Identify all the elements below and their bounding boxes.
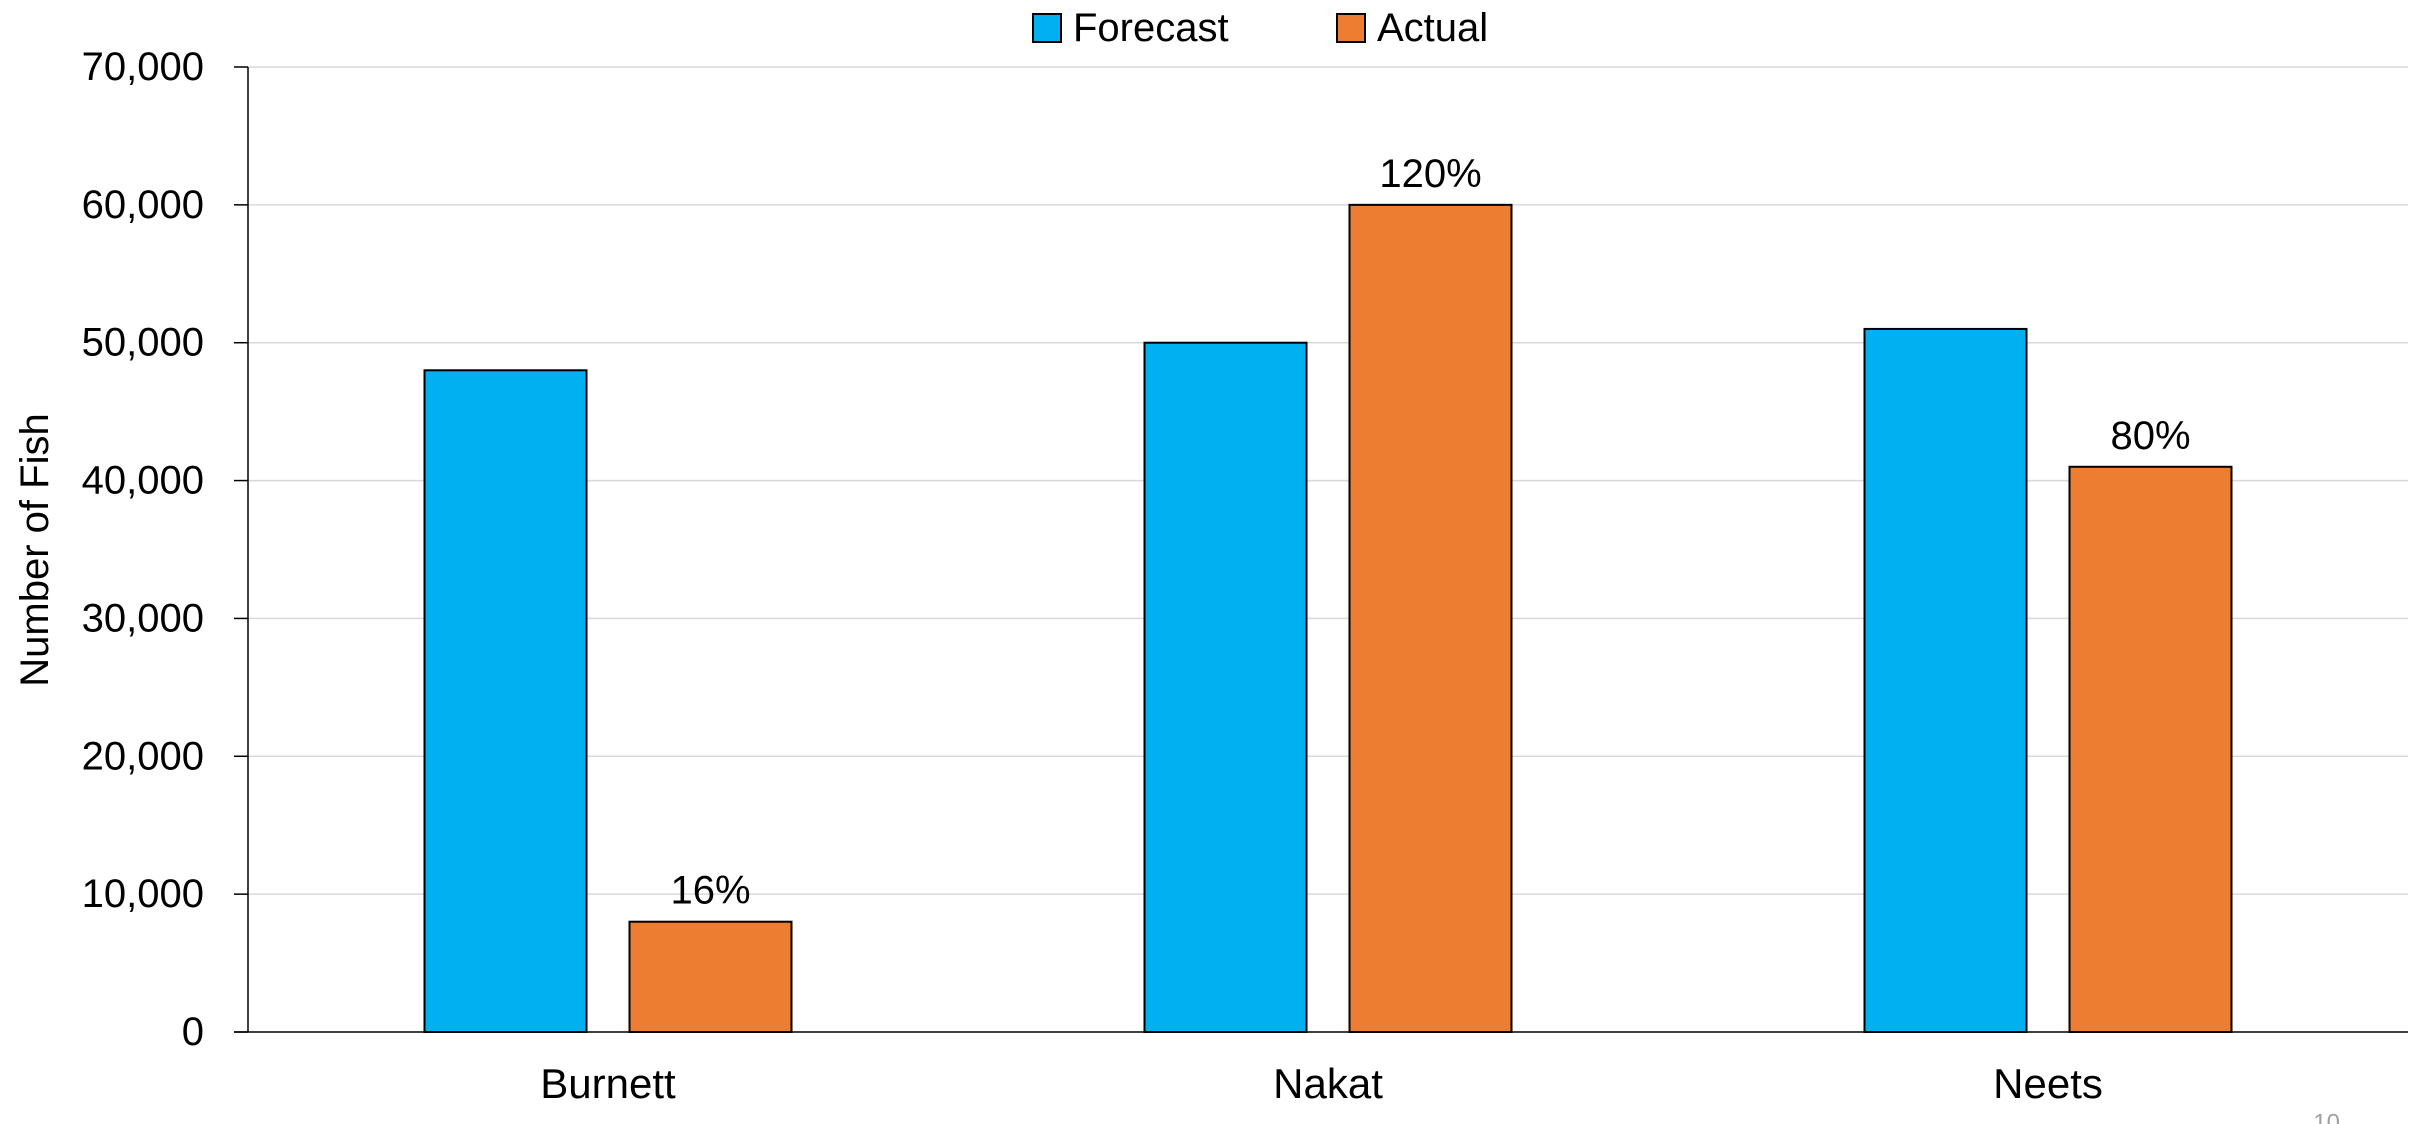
data-labels: 16% 120% 80% — [670, 152, 2190, 913]
gridlines — [248, 66, 2408, 895]
bars — [423, 203, 2233, 1034]
data-label: 80% — [2110, 414, 2190, 458]
x-tick-label: Nakat — [1273, 1060, 1383, 1107]
legend-label: Forecast — [1073, 6, 1229, 50]
legend: Forecast Actual — [1032, 6, 1488, 50]
page-number: 10 — [2313, 1109, 2340, 1124]
y-axis-title: Number of Fish — [13, 413, 57, 686]
y-tick-labels: 0 10,000 20,000 30,000 40,000 50,000 60,000 70,… — [82, 45, 204, 1054]
bar-forecast-nakat — [1143, 341, 1308, 1033]
data-label: 120% — [1379, 152, 1481, 196]
axes — [234, 66, 2408, 1033]
legend-label: Actual — [1377, 6, 1488, 50]
y-tick-label: 60,000 — [82, 183, 204, 227]
category-labels: Burnett Nakat Neets — [540, 1060, 2103, 1107]
y-tick-label: 10,000 — [82, 872, 204, 916]
legend-swatch — [1336, 13, 1366, 43]
bar-actual-burnett — [628, 920, 793, 1034]
y-tick-label: 40,000 — [82, 459, 204, 503]
y-tick-label: 0 — [182, 1010, 204, 1054]
x-tick-label: Neets — [1993, 1060, 2103, 1107]
y-tick-label: 50,000 — [82, 321, 204, 365]
y-tick-label: 20,000 — [82, 734, 204, 778]
legend-swatch — [1032, 13, 1062, 43]
bar-actual-nakat — [1348, 203, 1513, 1034]
x-tick-label: Burnett — [540, 1060, 676, 1107]
data-label: 16% — [670, 869, 750, 913]
bar-actual-neets — [2068, 465, 2233, 1033]
bar-forecast-burnett — [423, 369, 588, 1033]
y-tick-label: 30,000 — [82, 596, 204, 640]
y-tick-label: 70,000 — [82, 45, 204, 89]
bar-forecast-neets — [1863, 327, 2028, 1033]
